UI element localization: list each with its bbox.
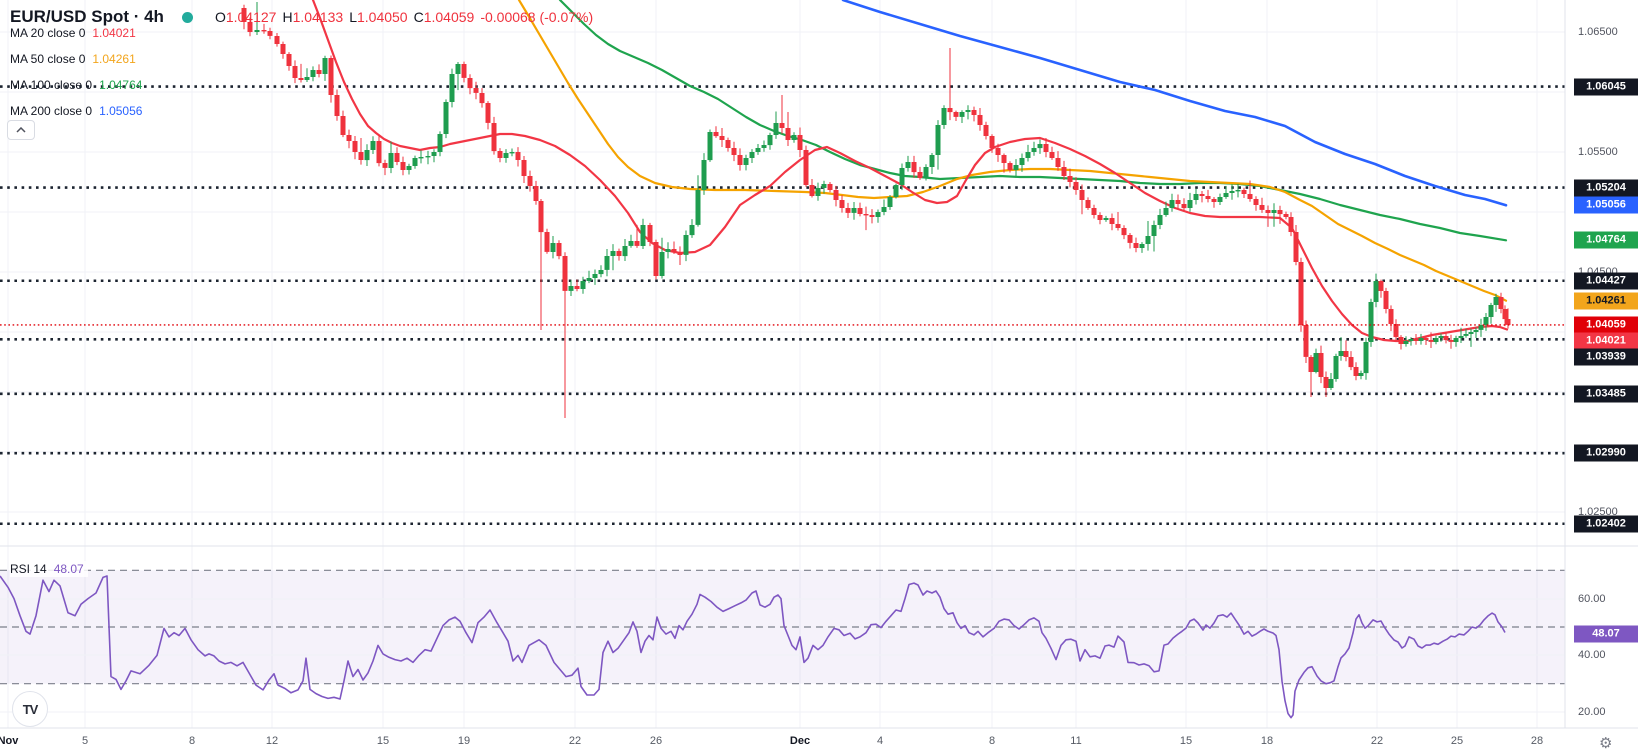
collapse-legend-button[interactable] [7,120,35,140]
high-value: 1.04133 [292,9,344,25]
close-value: 1.04059 [423,9,475,25]
ma-legend-value: 1.05056 [99,104,143,118]
price-badge: 1.04427 [1574,272,1638,290]
axis-scale-label: 20.00 [1578,706,1606,718]
time-tick-label: 4 [876,735,884,747]
symbol-title[interactable]: EUR/USD Spot · 4h [10,7,164,26]
axis-scale-label: 1.05500 [1578,146,1618,158]
ohlc-readout: O1.04127 H1.04133 L1.04050 C1.04059 -0.0… [215,9,593,25]
price-badge: 1.03939 [1574,348,1638,366]
price-badge: 1.04261 [1574,292,1638,310]
ma-legend-value: 1.04764 [99,78,143,92]
low-value: 1.04050 [356,9,408,25]
time-tick-label: 15 [1179,735,1193,747]
time-tick-label: 11 [1070,735,1082,747]
ma-legend-row[interactable]: MA 20 close 0 1.04021 [10,26,136,40]
price-badge: 1.04764 [1574,231,1638,249]
low-label: L [349,9,357,25]
rsi-legend[interactable]: RSI 14 48.07 [10,561,88,577]
time-tick-label: 22 [568,735,582,747]
ma-legend-row[interactable]: MA 200 close 0 1.05056 [10,104,142,118]
ma-legend-value: 1.04261 [92,52,136,66]
time-tick-label: Dec [789,735,811,747]
ma-legend-value: 1.04021 [92,26,136,40]
chevron-up-icon [16,127,26,133]
price-badge: 1.02402 [1574,515,1638,533]
price-badge: 48.07 [1574,625,1638,643]
ma-legend-row[interactable]: MA 50 close 0 1.04261 [10,52,136,66]
high-label: H [282,9,293,25]
ma-legend-label: MA 20 close 0 [10,26,86,40]
timezone-settings-gear-icon[interactable]: ⚙ [1599,735,1613,752]
chart-header: EUR/USD Spot · 4h O1.04127 H1.04133 L1.0… [10,7,593,27]
ma-legend-label: MA 50 close 0 [10,52,86,66]
open-label: O [214,9,226,25]
price-badge: 1.05204 [1574,179,1638,197]
price-badge: 1.04021 [1574,332,1638,350]
open-value: 1.04127 [225,9,277,25]
axis-scale-label: 40.00 [1578,649,1606,661]
time-tick-label: 15 [376,735,390,747]
time-tick-label: 5 [81,735,89,747]
axis-scale-label: 1.02500 [1578,506,1618,518]
price-badge: 1.02990 [1574,444,1638,462]
price-badge: 1.04059 [1574,316,1638,334]
axis-scale-label: 60.00 [1578,593,1606,605]
time-tick-label: 8 [988,735,996,747]
price-badge: 1.06045 [1574,78,1638,96]
time-tick-label: 22 [1370,735,1384,747]
time-tick-label: Nov [0,735,19,747]
change-value: -0.00068 (-0.07%) [480,9,594,25]
ma-legend-label: MA 100 close 0 [10,78,93,92]
axis-scale-label: 1.06500 [1578,26,1618,38]
close-label: C [413,9,424,25]
price-badge: 1.03485 [1574,385,1638,403]
time-tick-label: 12 [265,735,279,747]
price-badge: 1.05056 [1574,196,1638,214]
rsi-value: 48.07 [53,562,84,576]
time-tick-label: 8 [188,735,196,747]
time-tick-label: 28 [1530,735,1544,747]
rsi-label: RSI 14 [10,562,47,576]
time-tick-label: 26 [649,735,663,747]
time-tick-label: 19 [457,735,471,747]
ma-legend-label: MA 200 close 0 [10,104,93,118]
time-tick-label: 25 [1450,735,1464,747]
time-tick-label: 18 [1260,735,1274,747]
tradingview-logo[interactable]: TV [12,691,48,727]
ma-legend-row[interactable]: MA 100 close 0 1.04764 [10,78,142,92]
market-status-dot [181,11,193,23]
